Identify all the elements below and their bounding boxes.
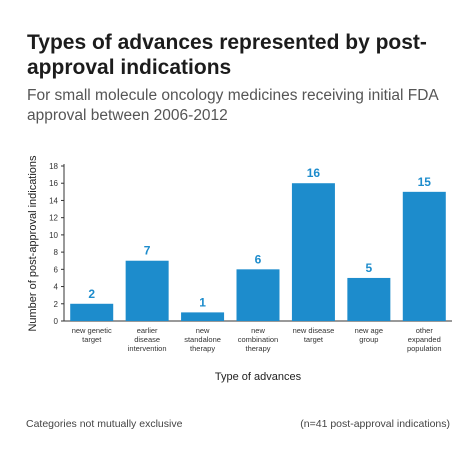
x-tick-label: earlier disease intervention [128,326,167,353]
bar [402,191,446,321]
chart-title: Types of advances represented by post-ap… [27,31,427,79]
y-axis-label: Number of post-approval indications [27,155,39,332]
x-tick-label-line: combination [238,335,278,344]
x-tick-label: new genetic target [72,326,112,344]
bar [125,260,169,321]
bar-value-label: 7 [144,244,151,258]
bar [181,312,225,321]
bar [291,183,335,321]
y-tick-label: 16 [49,179,58,188]
y-tick-label: 6 [54,265,59,274]
bar [70,303,114,321]
footnote-sample-size: (n=41 post-approval indications) [300,418,450,430]
x-tick-label: other expanded population [407,326,442,353]
y-tick-label: 14 [49,196,58,205]
x-tick-label-line: population [407,344,442,353]
y-tick-label: 2 [54,300,59,309]
x-tick-label-line: new genetic [72,326,112,335]
x-tick-label-line: new age [355,326,383,335]
x-tick-label: new combination therapy [238,326,278,353]
bar-value-label: 5 [366,261,373,275]
x-axis-label: Type of advances [215,371,302,383]
y-tick-label: 0 [54,317,59,326]
x-tick-label-line: intervention [128,344,167,353]
y-tick-label: 4 [54,283,59,292]
chart-subtitle: For small molecule oncology medicines re… [27,87,438,124]
x-tick-label-line: target [82,335,102,344]
x-tick-label-line: therapy [245,344,270,353]
y-tick-label: 8 [54,248,59,257]
x-tick-label: new standalone therapy [184,326,221,353]
bar [236,269,280,321]
x-tick-label-line: target [304,335,324,344]
x-tick-label-line: therapy [190,344,215,353]
x-tick-label-line: new disease [293,326,335,335]
x-tick-label-line: group [359,335,378,344]
x-tick-label-line: disease [134,335,160,344]
bar-value-label: 16 [307,166,321,180]
x-tick-label-line: new [251,326,265,335]
x-tick-label-line: expanded [408,335,441,344]
x-tick-label: new disease target [293,326,335,344]
bar [347,277,391,321]
bar-value-label: 1 [199,295,206,309]
y-tick-label: 10 [49,231,58,240]
x-tick-label-line: standalone [184,335,221,344]
bar-value-label: 6 [255,252,262,266]
x-tick-label-line: earlier [137,326,158,335]
footnote-categories: Categories not mutually exclusive [26,418,183,430]
y-tick-label: 18 [49,162,58,171]
bar-value-label: 2 [88,287,95,301]
x-tick-label-line: other [416,326,434,335]
x-tick-label-line: new [196,326,210,335]
y-tick-label: 12 [49,214,58,223]
bar-value-label: 15 [418,175,432,189]
x-tick-label: new age group [355,326,383,344]
